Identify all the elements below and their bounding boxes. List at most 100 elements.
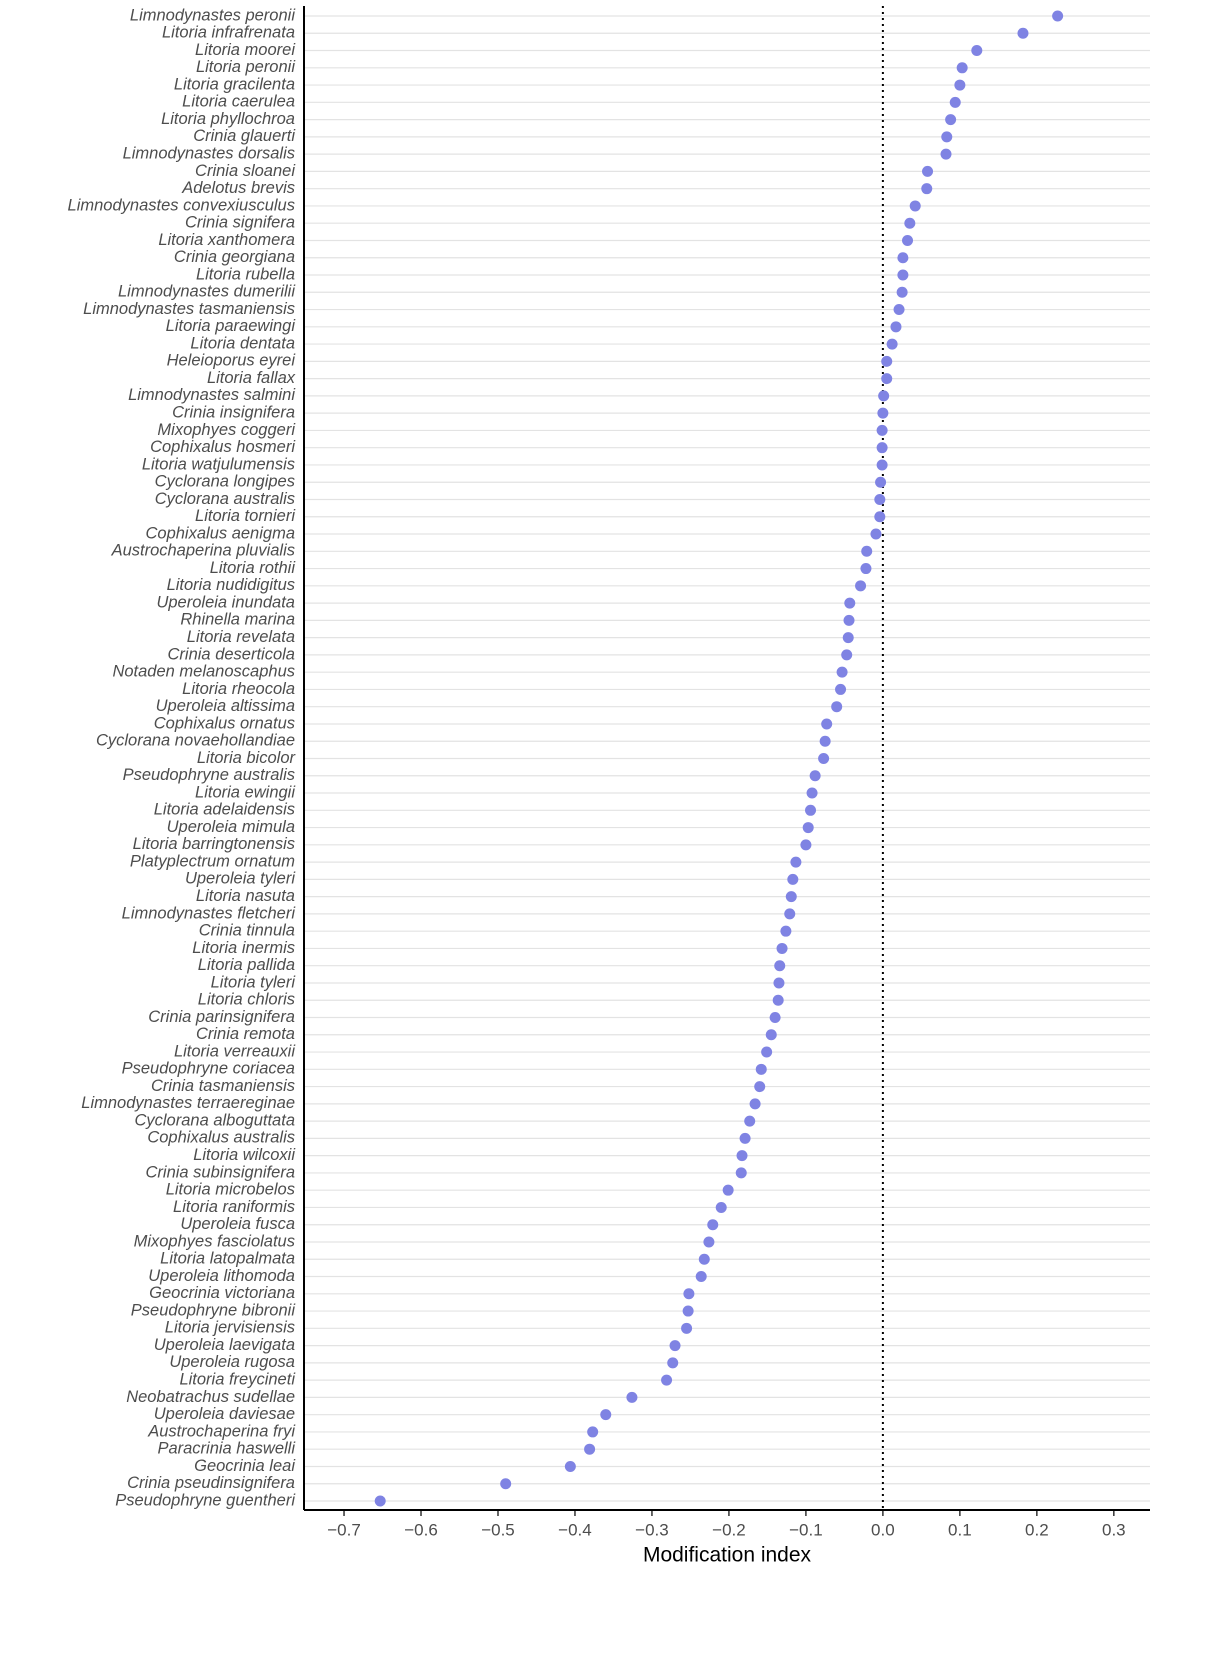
dot xyxy=(755,1063,767,1075)
y-tick-label: Uperoleia laevigata xyxy=(154,1336,295,1354)
y-tick-label: Uperoleia inundata xyxy=(156,593,295,611)
dot xyxy=(667,1357,679,1369)
y-tick-label: Pseudophryne guentheri xyxy=(115,1491,296,1509)
dot xyxy=(874,511,886,523)
y-tick-label: Litoria verreauxii xyxy=(174,1042,296,1060)
x-tick-label: −0.4 xyxy=(558,1520,592,1539)
dot xyxy=(774,960,786,972)
dot xyxy=(881,355,893,367)
y-tick-label: Litoria dentata xyxy=(190,334,295,352)
y-tick-label: Crinia glauerti xyxy=(193,127,296,145)
y-tick-label: Litoria tornieri xyxy=(195,507,296,525)
y-tick-label: Litoria watjulumensis xyxy=(142,455,295,473)
y-tick-label: Cophixalus australis xyxy=(147,1129,295,1147)
y-tick-label: Litoria adelaidensis xyxy=(154,801,295,819)
x-tick-label: −0.1 xyxy=(789,1520,823,1539)
dot xyxy=(802,822,814,834)
dot xyxy=(945,114,957,126)
y-tick-label: Heleioporus eyrei xyxy=(167,352,297,370)
x-tick-label: −0.6 xyxy=(404,1520,438,1539)
y-tick-label: Litoria jervisiensis xyxy=(165,1319,295,1337)
y-tick-label: Pseudophryne coriacea xyxy=(122,1060,295,1078)
y-tick-label: Litoria fallax xyxy=(207,369,296,387)
dot xyxy=(870,528,882,540)
dot xyxy=(805,804,817,816)
dot xyxy=(749,1098,761,1110)
dot xyxy=(744,1115,756,1127)
y-tick-label: Cyclorana longipes xyxy=(155,473,295,491)
dot xyxy=(806,787,818,799)
y-tick-label: Litoria inermis xyxy=(192,939,295,957)
dot xyxy=(941,131,953,143)
y-tick-label: Cyclorana australis xyxy=(155,490,295,508)
y-tick-label: Litoria xanthomera xyxy=(158,231,295,249)
x-tick-label: 0.3 xyxy=(1102,1520,1126,1539)
y-tick-label: Litoria revelata xyxy=(187,628,295,646)
dot xyxy=(876,442,888,454)
y-tick-label: Geocrinia leai xyxy=(194,1457,296,1475)
dot xyxy=(784,908,796,920)
dot xyxy=(809,770,821,782)
y-tick-label: Geocrinia victoriana xyxy=(149,1284,295,1302)
y-tick-label: Litoria infrafrenata xyxy=(162,24,295,42)
y-tick-label: Crinia insignifera xyxy=(172,404,295,422)
x-tick-label: 0.0 xyxy=(871,1520,895,1539)
dot xyxy=(739,1132,751,1144)
dot xyxy=(1017,27,1029,39)
x-tick-label: −0.2 xyxy=(712,1520,746,1539)
y-tick-label: Uperoleia altissima xyxy=(156,697,295,715)
y-tick-label: Uperoleia tyleri xyxy=(185,870,296,888)
y-tick-label: Limnodynastes peronii xyxy=(130,6,296,24)
y-tick-label: Limnodynastes tasmaniensis xyxy=(83,300,295,318)
y-tick-label: Neobatrachus sudellae xyxy=(126,1388,295,1406)
y-tick-label: Limnodynastes convexiusculus xyxy=(68,196,295,214)
y-tick-label: Litoria nudidigitus xyxy=(167,576,295,594)
dot xyxy=(897,269,909,281)
y-tick-label: Notaden melanoscaphus xyxy=(112,663,295,681)
y-tick-label: Litoria moorei xyxy=(195,41,296,59)
dot xyxy=(736,1150,748,1162)
y-tick-label: Litoria paraewingi xyxy=(166,317,297,335)
y-tick-label: Litoria wilcoxii xyxy=(193,1146,296,1164)
y-tick-label: Austrochaperina fryi xyxy=(147,1422,296,1440)
dot xyxy=(902,234,914,246)
y-tick-label: Litoria gracilenta xyxy=(174,75,295,93)
dot xyxy=(897,252,909,264)
y-tick-label: Limnodynastes dumerilii xyxy=(118,283,296,301)
dot xyxy=(681,1322,693,1334)
y-tick-label: Rhinella marina xyxy=(180,611,295,629)
dot xyxy=(564,1460,576,1472)
dot xyxy=(886,338,898,350)
y-tick-label: Uperoleia daviesae xyxy=(154,1405,295,1423)
y-tick-label: Platyplectrum ornatum xyxy=(130,852,295,870)
y-tick-label: Pseudophryne bibronii xyxy=(131,1301,297,1319)
dot xyxy=(922,165,934,177)
y-tick-label: Litoria pallida xyxy=(198,956,295,974)
dot xyxy=(954,79,966,91)
y-tick-label: Crinia tinnula xyxy=(199,922,295,940)
y-tick-label: Litoria rheocola xyxy=(182,680,295,698)
y-tick-label: Litoria ewingii xyxy=(195,783,296,801)
dot xyxy=(754,1081,766,1093)
y-tick-label: Litoria barringtonensis xyxy=(133,835,295,853)
dot xyxy=(949,96,961,108)
dot xyxy=(761,1046,773,1058)
y-tick-label: Limnodynastes fletcheri xyxy=(122,904,297,922)
y-tick-label: Crinia sloanei xyxy=(195,162,296,180)
dot xyxy=(843,614,855,626)
y-tick-label: Adelotus brevis xyxy=(181,179,295,197)
dot xyxy=(769,1012,781,1024)
y-tick-label: Litoria latopalmata xyxy=(160,1250,295,1268)
dot xyxy=(800,839,812,851)
dot xyxy=(703,1236,715,1248)
dot xyxy=(842,632,854,644)
y-tick-label: Limnodynastes salmini xyxy=(128,386,296,404)
dot xyxy=(876,424,888,436)
dot xyxy=(831,701,843,713)
x-tick-label: 0.1 xyxy=(948,1520,972,1539)
y-tick-label: Crinia signifera xyxy=(185,214,295,232)
dot xyxy=(600,1409,612,1421)
y-tick-label: Uperoleia lithomoda xyxy=(148,1267,295,1285)
dot xyxy=(500,1478,512,1490)
